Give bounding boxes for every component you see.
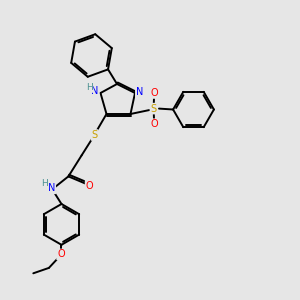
Text: O: O (150, 119, 158, 129)
Text: S: S (92, 130, 98, 140)
Text: N: N (136, 87, 143, 98)
Text: N: N (48, 183, 55, 194)
Text: S: S (151, 103, 157, 114)
Text: O: O (150, 88, 158, 98)
Text: H: H (86, 83, 92, 92)
Text: N: N (92, 86, 99, 97)
Text: O: O (85, 181, 93, 191)
Text: H: H (42, 179, 48, 188)
Text: O: O (57, 249, 65, 260)
